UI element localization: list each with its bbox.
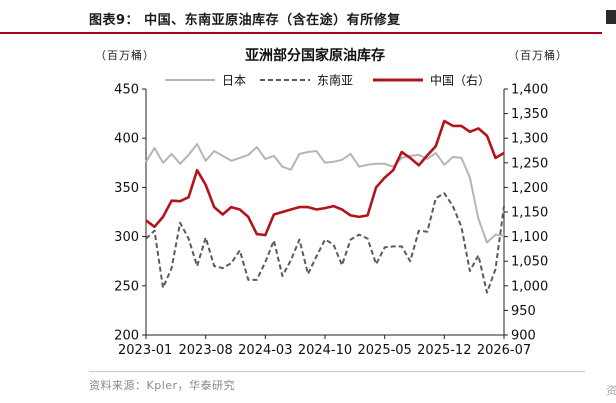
x-tick-label: 2026-07 <box>477 343 531 358</box>
right-y-tick-label: 1,150 <box>511 206 548 221</box>
chart-title: 亚洲部分国家原油库存 <box>245 48 385 64</box>
x-tick-label: 2025-05 <box>358 343 412 358</box>
right-y-tick-label: 950 <box>511 304 536 319</box>
series-line-0 <box>145 143 505 244</box>
right-y-tick-label: 1,400 <box>511 83 548 98</box>
right-y-tick-label: 1,200 <box>511 181 548 196</box>
left-y-tick-label: 200 <box>114 329 139 344</box>
x-tick-label: 2024-03 <box>238 343 292 358</box>
right-y-tick-label: 900 <box>511 329 536 344</box>
right-y-tick-label: 1,050 <box>511 255 548 270</box>
right-y-tick-label: 1,350 <box>511 107 548 122</box>
right-y-tick-label: 1,000 <box>511 279 548 294</box>
left-y-tick-label: 350 <box>114 181 139 196</box>
x-tick-label: 2024-10 <box>298 343 352 358</box>
legend-label-0: 日本 <box>222 74 246 88</box>
figure-header: 图表9： 中国、东南亚原油库存（含在途）有所修复 <box>0 0 602 34</box>
right-y-tick-label: 1,250 <box>511 156 548 171</box>
adjacent-page-fragment: 资 <box>606 384 616 397</box>
source-divider <box>89 371 585 372</box>
adjacent-page-marker <box>606 10 616 24</box>
left-y-tick-label: 450 <box>114 83 139 98</box>
left-y-tick-label: 400 <box>114 132 139 147</box>
legend-label-2: 中国（右） <box>430 73 490 88</box>
source-note: 资料来源：Kpler，华泰研究 <box>89 379 236 392</box>
series-line-1 <box>145 192 505 294</box>
right-y-tick-label: 1,300 <box>511 132 548 147</box>
right-axis-unit: （百万桶） <box>508 49 568 62</box>
series-line-2 <box>145 119 505 237</box>
x-tick-label: 2023-08 <box>179 343 233 358</box>
right-y-tick-label: 1,100 <box>511 230 548 245</box>
left-y-tick-label: 250 <box>114 279 139 294</box>
x-tick-label: 2025-12 <box>417 343 471 358</box>
left-axis-unit: （百万桶） <box>95 49 155 62</box>
legend-label-1: 东南亚 <box>317 73 353 88</box>
figure-title: 图表9： 中国、东南亚原油库存（含在途）有所修复 <box>89 13 401 28</box>
x-tick-label: 2023-01 <box>118 343 172 358</box>
left-y-tick-label: 300 <box>114 230 139 245</box>
